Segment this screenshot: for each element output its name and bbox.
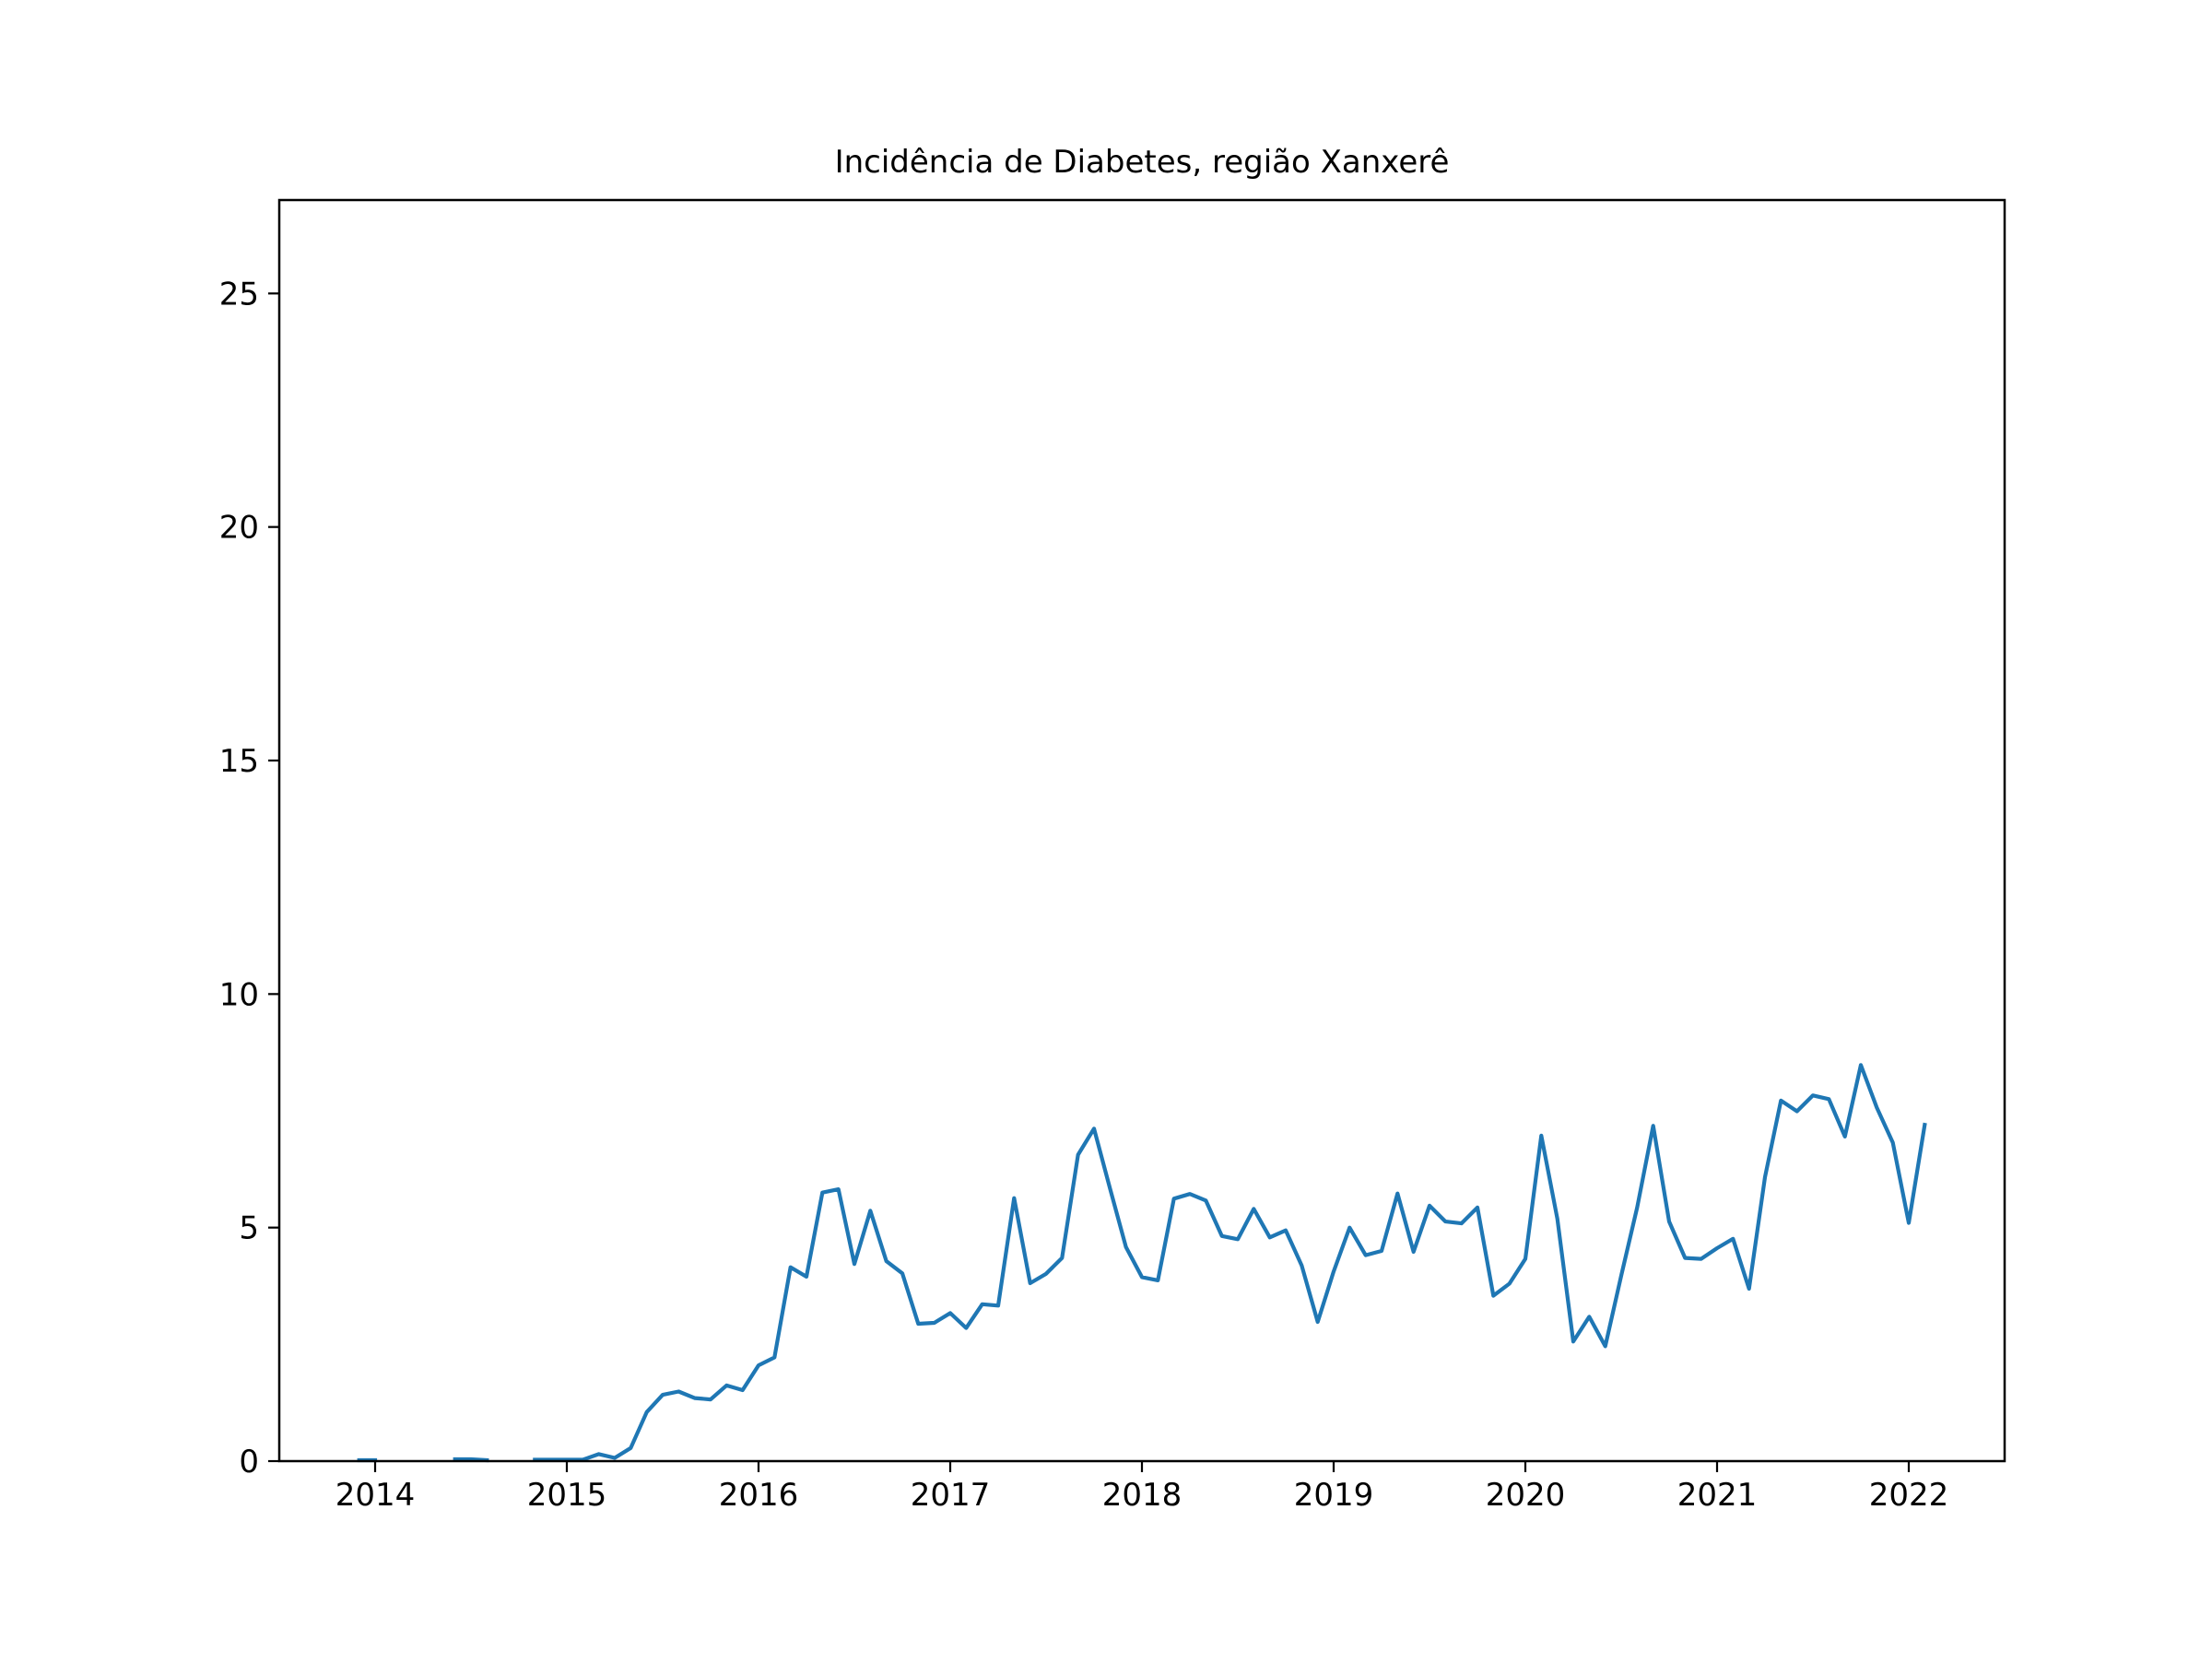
plot-frame xyxy=(277,198,2006,1463)
x-tick-label: 2022 xyxy=(1869,1477,1949,1514)
series-layer xyxy=(357,1063,1927,1463)
x-tick-label: 2015 xyxy=(527,1477,607,1514)
x-tick-label: 2016 xyxy=(719,1477,799,1514)
y-tick-label: 5 xyxy=(239,1210,259,1247)
x-tick-label: 2021 xyxy=(1677,1477,1758,1514)
y-tick-label: 15 xyxy=(219,743,259,780)
y-tick-label: 10 xyxy=(219,976,259,1013)
x-tick-label: 2014 xyxy=(335,1477,416,1514)
x-tick-label: 2018 xyxy=(1102,1477,1182,1514)
series-line-segment-2 xyxy=(533,1063,1927,1462)
axes-layer: 2014 2015 2016 2017 2018 2019 2020 2021 20220510… xyxy=(219,276,1949,1514)
x-tick-label: 2020 xyxy=(1486,1477,1566,1514)
series-line-segment-1 xyxy=(453,1457,489,1463)
chart-title: Incidência de Diabetes, região Xanxerê xyxy=(835,144,1450,181)
x-tick-label: 2019 xyxy=(1294,1477,1374,1514)
y-tick-label: 25 xyxy=(219,276,259,313)
x-tick-label: 2017 xyxy=(911,1477,991,1514)
y-tick-label: 0 xyxy=(239,1444,259,1480)
y-tick-label: 20 xyxy=(219,510,259,547)
